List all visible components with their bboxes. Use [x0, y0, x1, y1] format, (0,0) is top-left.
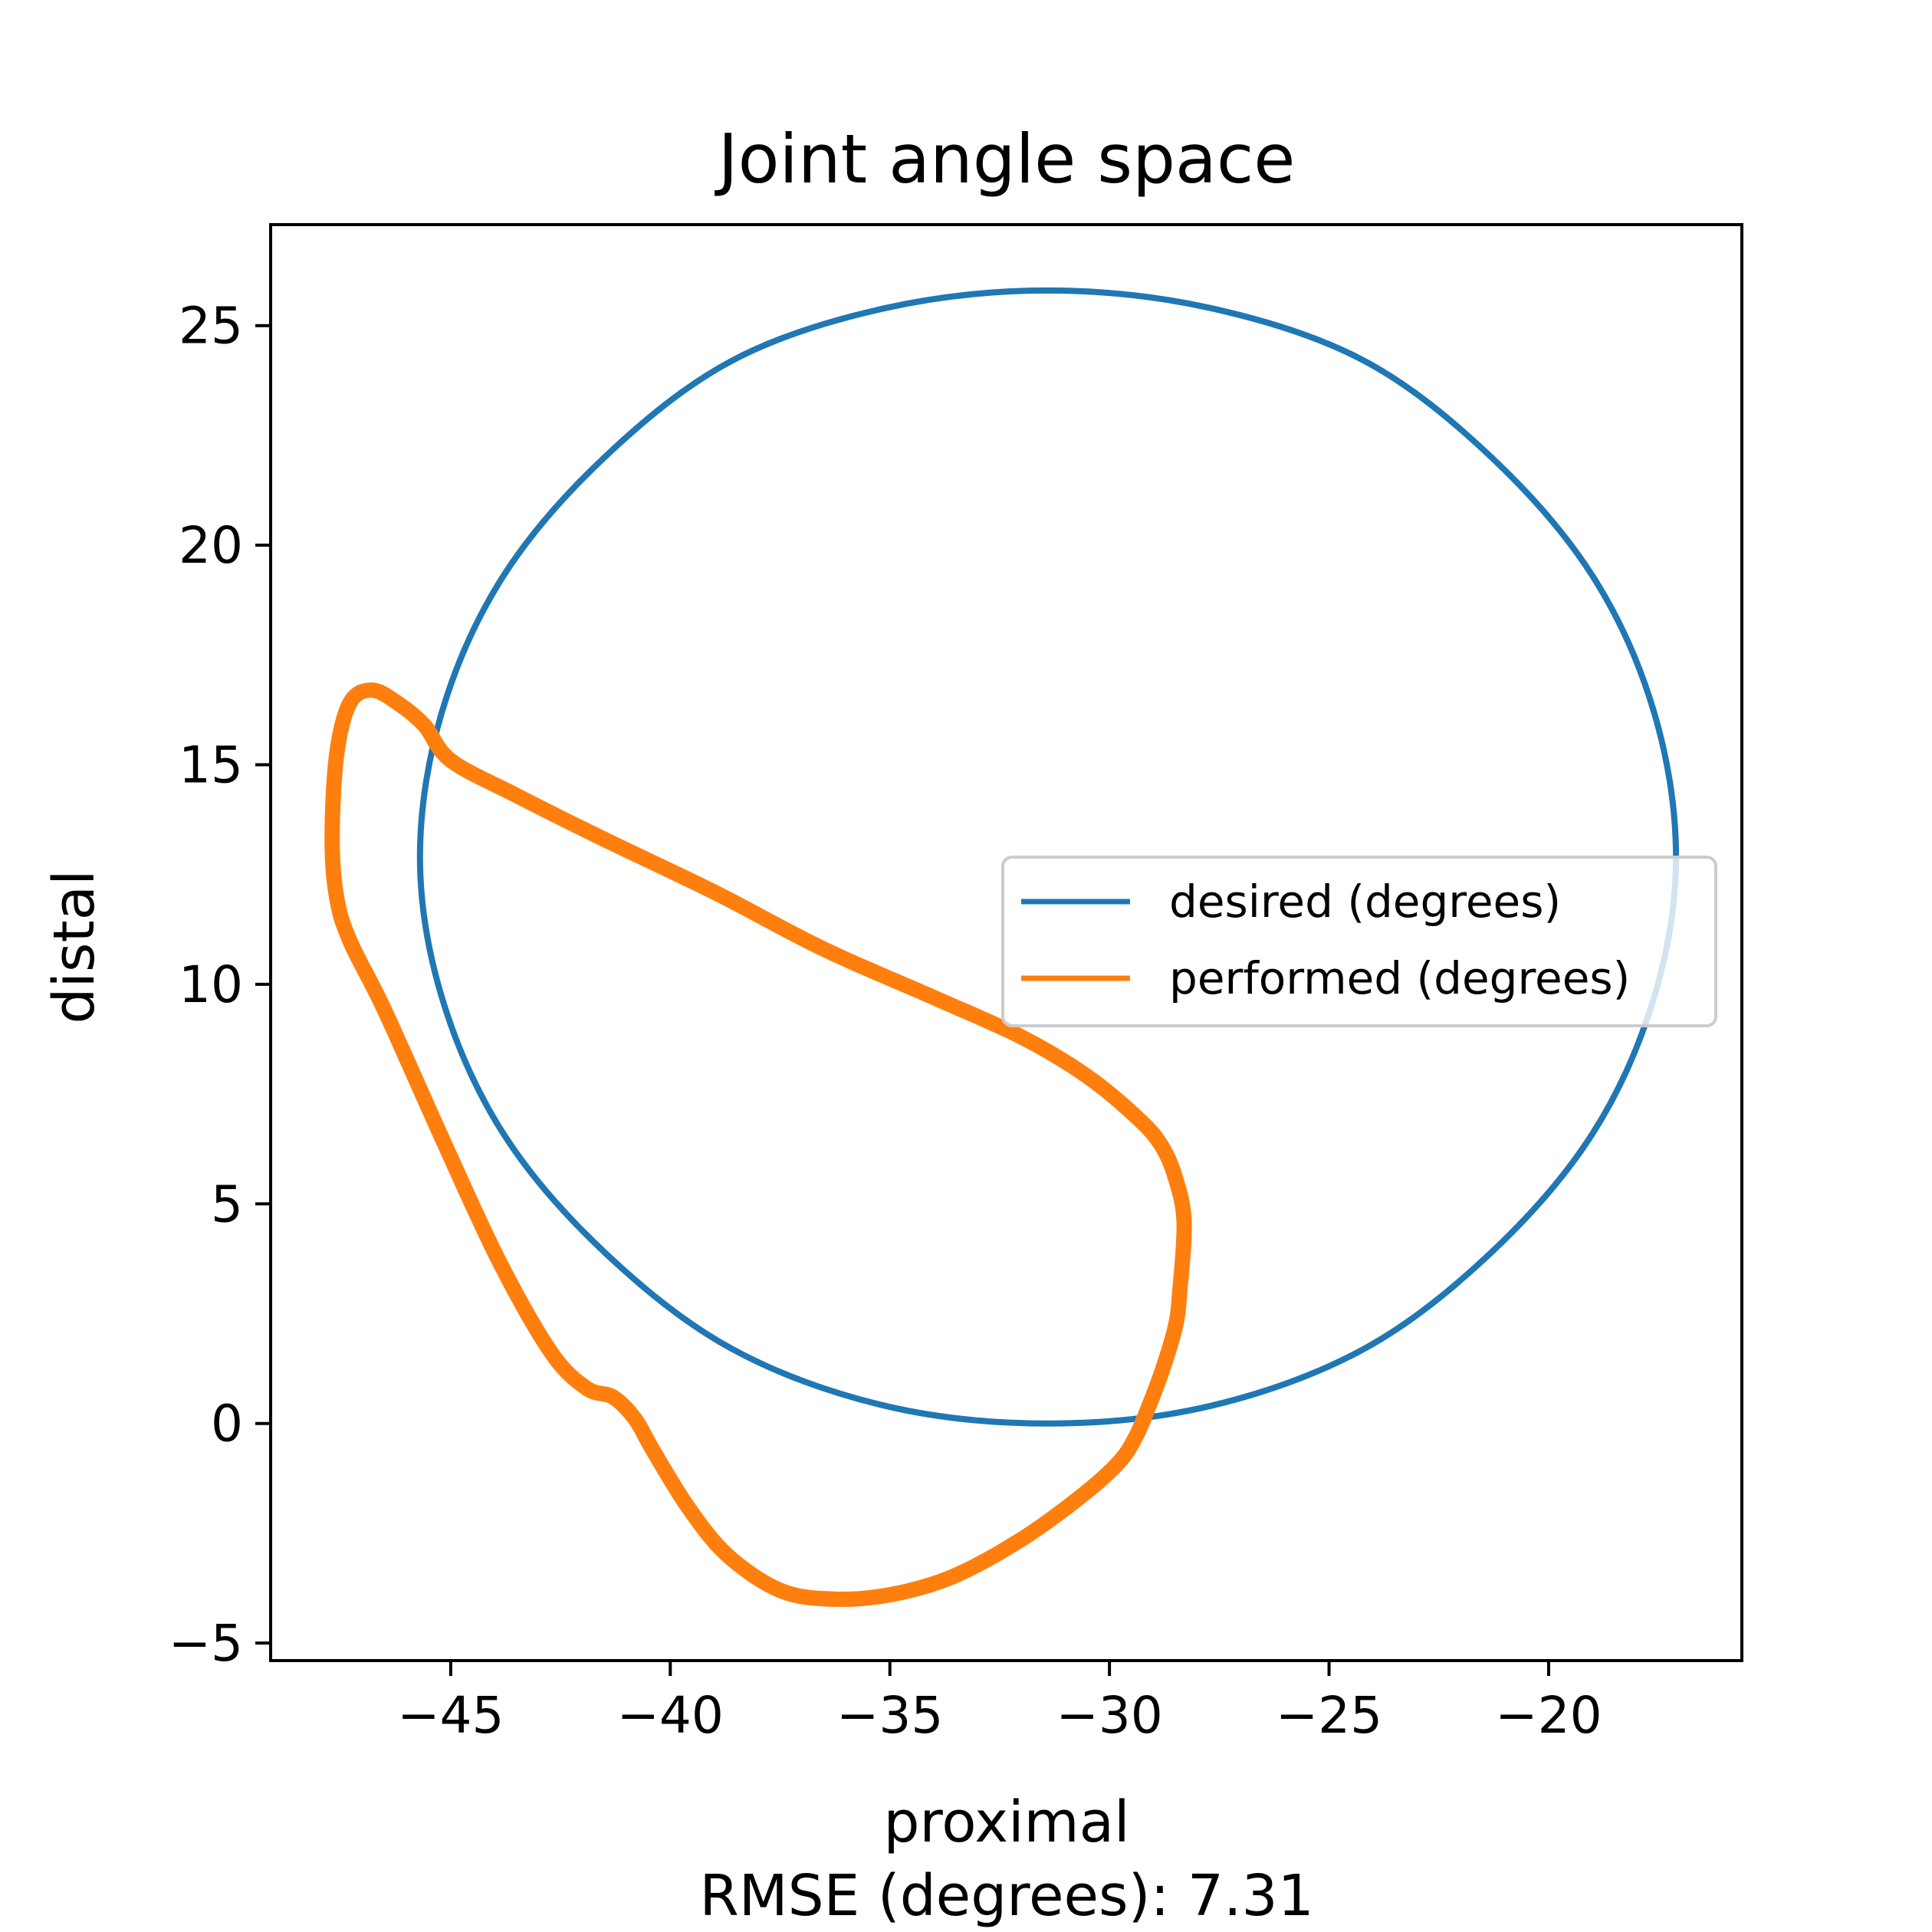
x-axis-ticks: −45 −40 −35 −30 −25 −20: [397, 1661, 1602, 1745]
y-tick-label: 5: [211, 1175, 243, 1234]
y-tick-label: 15: [179, 736, 243, 795]
legend: desired (degrees) performed (degrees): [1001, 856, 1717, 1027]
chart-title: Joint angle space: [715, 120, 1296, 199]
x-tick-label: −30: [1056, 1686, 1162, 1745]
x-tick-label: −20: [1495, 1686, 1602, 1745]
legend-box: [1001, 856, 1717, 1027]
y-axis-label: distal: [41, 869, 107, 1024]
x-tick-label: −40: [617, 1686, 724, 1745]
x-tick-label: −25: [1276, 1686, 1382, 1745]
series-line-desired: [416, 287, 1680, 1427]
y-axis-ticks: −5 0 5 10 15 20 25: [169, 297, 271, 1673]
x-tick-label: −35: [836, 1686, 943, 1745]
y-tick-label: −5: [169, 1614, 243, 1673]
series-layer: [324, 287, 1680, 1608]
y-tick-label: 20: [179, 516, 243, 575]
plot-frame: [269, 223, 1743, 1662]
series-line-performed: [324, 682, 1192, 1608]
x-axis-label: proximal: [883, 1789, 1129, 1855]
x-tick-label: −45: [397, 1686, 504, 1745]
y-tick-label: 10: [179, 955, 243, 1014]
y-tick-label: 25: [179, 297, 243, 356]
legend-label-desired: desired (degrees): [1169, 876, 1561, 928]
y-tick-label: 0: [211, 1395, 243, 1454]
legend-label-performed: performed (degrees): [1169, 952, 1630, 1004]
rmse-footnote: RMSE (degrees): 7.31: [699, 1863, 1313, 1929]
